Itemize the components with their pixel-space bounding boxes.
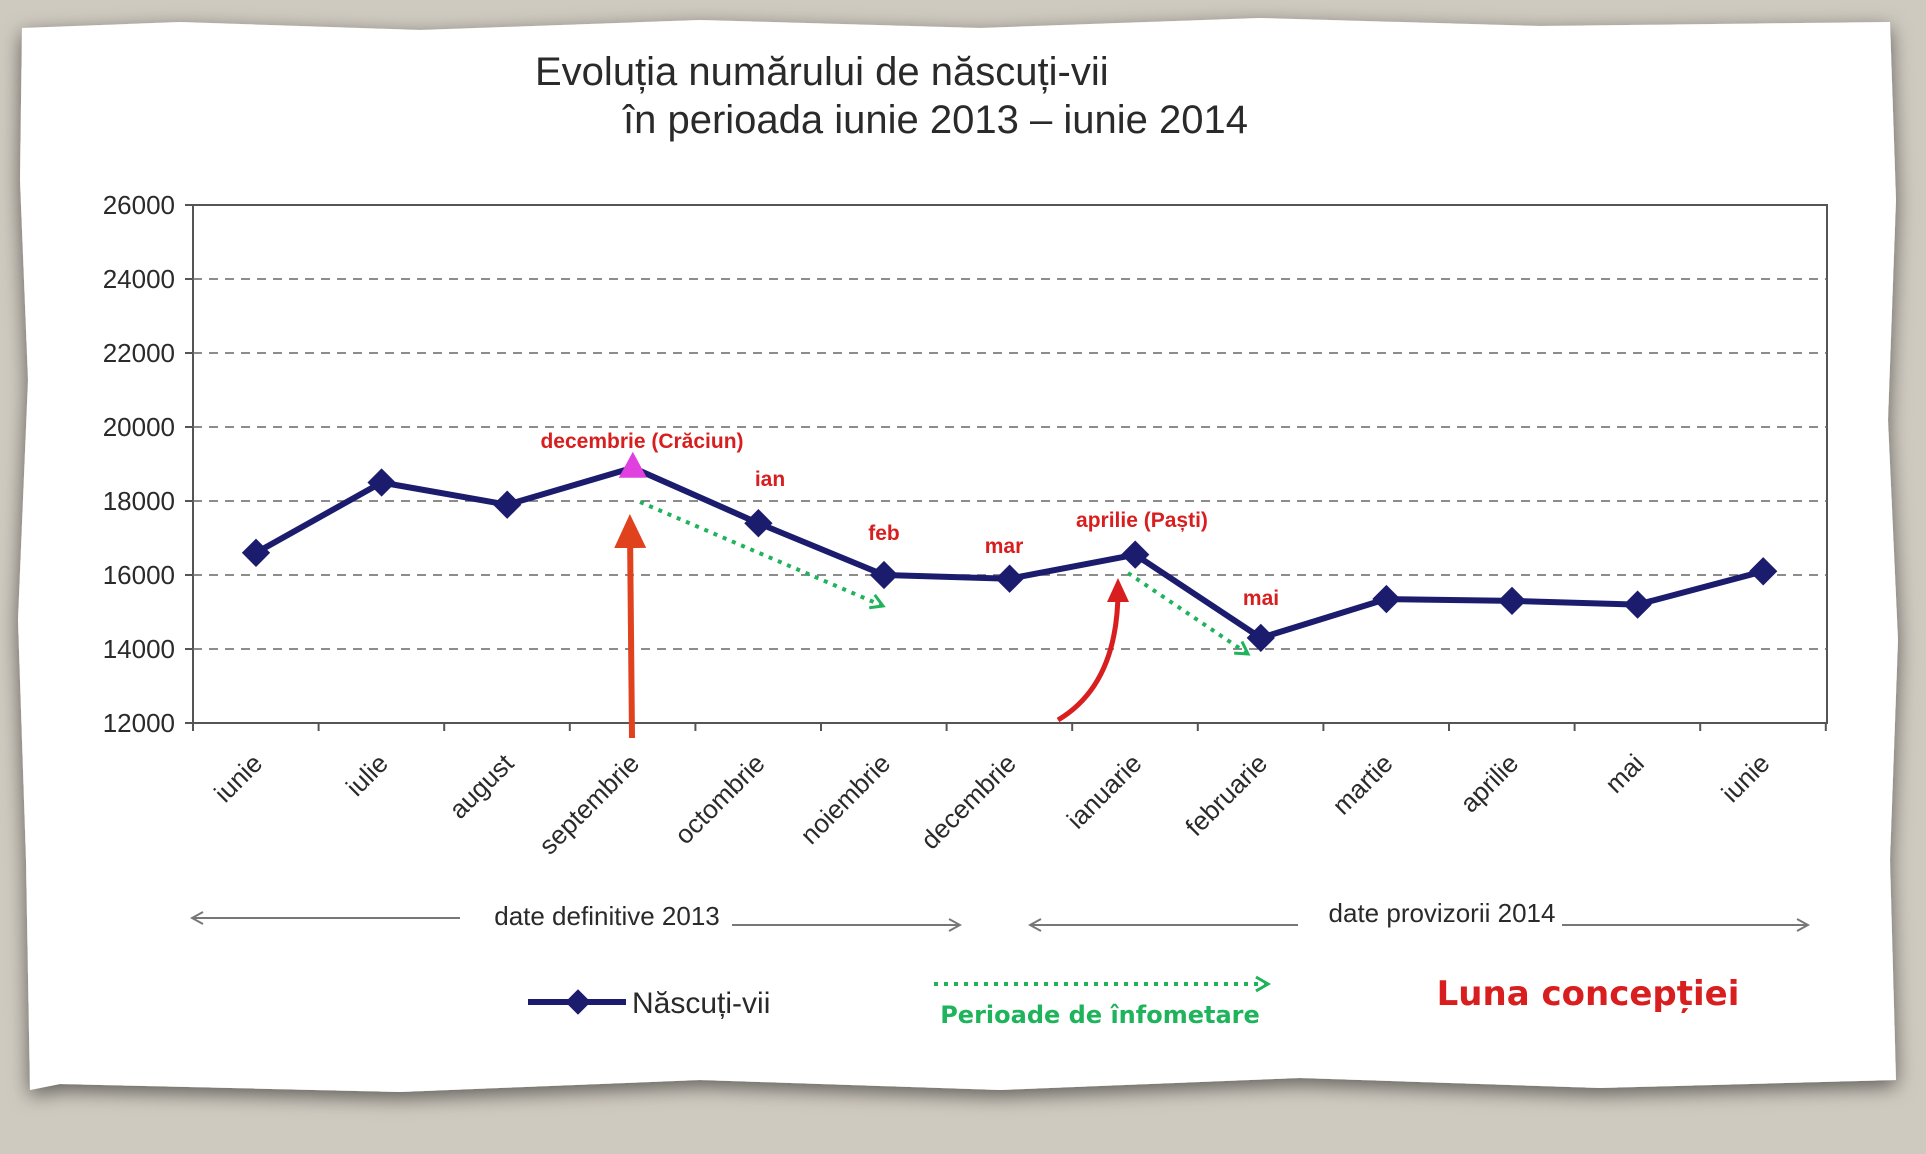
conception-label-mar: mar <box>985 535 1024 558</box>
data-point <box>1623 590 1652 619</box>
conception-label-decembrie: decembrie (Crăciun) <box>540 430 743 453</box>
chart-title-line1: Evoluția numărului de născuți-vii <box>535 50 1109 94</box>
data-point <box>1246 623 1275 653</box>
legend-famine-label: Perioade de înfometare <box>940 1001 1260 1029</box>
y-tick-label: 18000 <box>103 486 175 516</box>
data-point <box>995 564 1024 593</box>
legend-series-label: Născuți-vii <box>632 987 770 1020</box>
conception-label-aprilie: aprilie (Paști) <box>1076 509 1208 532</box>
data-point <box>744 509 773 538</box>
legend: Născuți-vii Perioade de înfometare Luna … <box>528 974 1739 1029</box>
chart-title-line2: în perioada iunie 2013 – iunie 2014 <box>622 98 1248 142</box>
famine-arrow-1 <box>639 500 886 610</box>
conception-label-ian: ian <box>755 468 785 491</box>
data-point <box>1497 586 1527 616</box>
period-provisional: date provizorii 2014 <box>1030 898 1808 928</box>
period-definitive-label: date definitive 2013 <box>494 901 720 931</box>
data-point <box>1372 584 1401 614</box>
conception-label-mai: mai <box>1243 587 1279 610</box>
paper-background <box>18 18 1898 1092</box>
data-point <box>493 490 522 519</box>
red-arrow-curved <box>1056 578 1129 723</box>
conception-labels: decembrie (Crăciun) ian feb mar aprilie … <box>540 430 1279 610</box>
plot-frame <box>192 204 1828 724</box>
period-provisional-label: date provizorii 2014 <box>1329 898 1556 928</box>
legend-series-marker <box>565 989 591 1015</box>
y-tick-label: 26000 <box>103 190 175 220</box>
y-tick-label: 16000 <box>103 560 175 590</box>
y-tick-label: 14000 <box>103 634 175 664</box>
y-tick-label: 12000 <box>103 708 175 738</box>
y-tick-label: 24000 <box>103 264 175 294</box>
data-point-highlight <box>618 451 647 478</box>
data-point <box>1121 540 1150 569</box>
period-definitive: date definitive 2013 <box>192 901 960 931</box>
data-point <box>367 468 396 497</box>
famine-arrow-2 <box>1126 571 1251 656</box>
gridlines <box>185 204 1827 731</box>
red-arrow-straight <box>614 514 647 739</box>
y-tick-labels: 12000 14000 16000 18000 20000 22000 24000 26000 <box>103 190 175 738</box>
y-tick-label: 20000 <box>103 412 175 442</box>
series-nascuti-vii <box>241 451 1778 653</box>
y-tick-label: 22000 <box>103 338 175 368</box>
legend-conception-label: Luna concepției <box>1437 974 1740 1014</box>
data-point <box>1749 557 1778 586</box>
data-point <box>241 538 271 567</box>
conception-label-feb: feb <box>868 522 900 545</box>
data-point <box>869 560 899 590</box>
